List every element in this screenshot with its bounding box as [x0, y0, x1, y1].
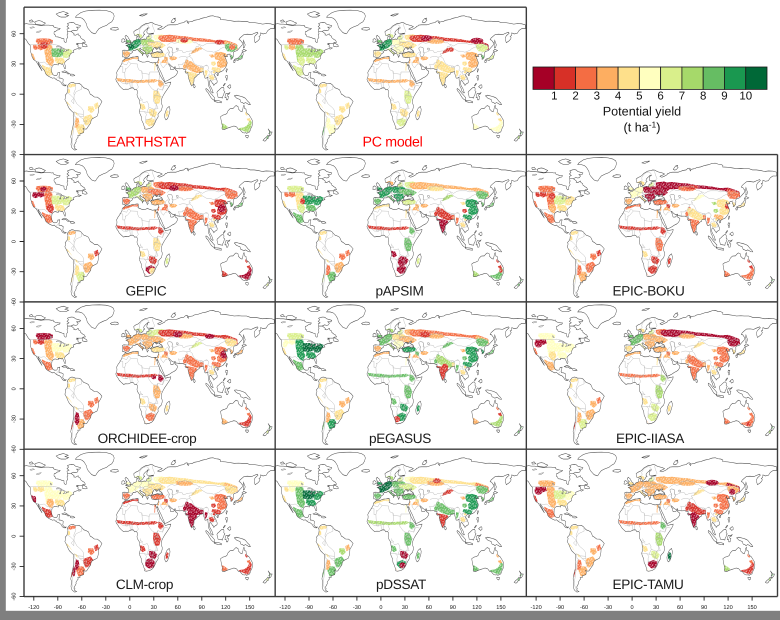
svg-text:1: 1: [551, 90, 557, 102]
svg-text:-60: -60: [78, 605, 86, 611]
svg-text:-120: -120: [279, 605, 290, 611]
svg-text:30: 30: [402, 605, 408, 611]
svg-text:-30: -30: [102, 605, 110, 611]
svg-text:150: 150: [496, 605, 505, 611]
svg-text:EPIC-IIASA: EPIC-IIASA: [616, 431, 685, 446]
svg-text:ORCHIDEE-crop: ORCHIDEE-crop: [98, 431, 197, 446]
svg-text:60: 60: [677, 605, 683, 611]
svg-text:-60: -60: [11, 151, 17, 159]
svg-text:-30: -30: [11, 268, 17, 276]
svg-text:Potential yield: Potential yield: [603, 104, 681, 118]
svg-text:30: 30: [11, 503, 17, 509]
svg-text:90: 90: [450, 605, 456, 611]
svg-text:3: 3: [594, 90, 600, 102]
svg-text:EARTHSTAT: EARTHSTAT: [107, 134, 187, 150]
svg-text:pEGASUS: pEGASUS: [369, 431, 431, 446]
svg-text:0: 0: [631, 605, 634, 611]
svg-text:150: 150: [245, 605, 254, 611]
svg-text:-60: -60: [329, 605, 337, 611]
svg-text:4: 4: [615, 90, 622, 102]
svg-text:90: 90: [199, 605, 205, 611]
svg-text:-120: -120: [28, 605, 39, 611]
svg-text:GEPIC: GEPIC: [126, 284, 167, 299]
svg-text:EPIC-TAMU: EPIC-TAMU: [612, 577, 683, 592]
svg-text:7: 7: [679, 90, 685, 102]
svg-text:0: 0: [11, 93, 17, 96]
svg-text:0: 0: [128, 605, 131, 611]
svg-text:-90: -90: [305, 605, 313, 611]
svg-text:-30: -30: [353, 605, 361, 611]
svg-text:30: 30: [11, 61, 17, 67]
svg-text:-60: -60: [11, 593, 17, 601]
svg-text:-90: -90: [54, 605, 62, 611]
svg-text:150: 150: [747, 605, 756, 611]
svg-text:0: 0: [379, 605, 382, 611]
svg-text:30: 30: [11, 208, 17, 214]
svg-text:EPIC-BOKU: EPIC-BOKU: [612, 284, 684, 299]
svg-text:60: 60: [426, 605, 432, 611]
svg-text:CLM-crop: CLM-crop: [116, 577, 173, 592]
svg-text:60: 60: [11, 178, 17, 184]
svg-text:60: 60: [175, 605, 181, 611]
svg-text:0: 0: [11, 535, 17, 538]
svg-text:120: 120: [221, 605, 230, 611]
svg-text:0: 0: [11, 387, 17, 390]
svg-text:60: 60: [11, 325, 17, 331]
svg-text:6: 6: [657, 90, 663, 102]
svg-text:-30: -30: [604, 605, 612, 611]
svg-text:-60: -60: [11, 298, 17, 306]
svg-text:120: 120: [472, 605, 481, 611]
svg-text:60: 60: [11, 473, 17, 479]
svg-text:30: 30: [151, 605, 157, 611]
svg-text:PC model: PC model: [363, 134, 423, 150]
svg-text:-30: -30: [11, 415, 17, 423]
svg-text:-120: -120: [530, 605, 541, 611]
svg-text:30: 30: [11, 355, 17, 361]
svg-text:-30: -30: [11, 562, 17, 570]
svg-text:-30: -30: [11, 120, 17, 128]
svg-text:5: 5: [636, 90, 642, 102]
svg-text:-60: -60: [11, 445, 17, 453]
svg-text:9: 9: [721, 90, 727, 102]
svg-text:30: 30: [653, 605, 659, 611]
svg-text:120: 120: [723, 605, 732, 611]
svg-text:pDSSAT: pDSSAT: [376, 577, 426, 592]
svg-text:10: 10: [739, 90, 752, 102]
svg-text:2: 2: [572, 90, 578, 102]
svg-text:90: 90: [701, 605, 707, 611]
svg-text:-90: -90: [556, 605, 564, 611]
svg-text:0: 0: [11, 240, 17, 243]
svg-text:-60: -60: [580, 605, 588, 611]
svg-text:8: 8: [700, 90, 706, 102]
svg-text:pAPSIM: pAPSIM: [375, 284, 423, 299]
svg-text:60: 60: [11, 31, 17, 37]
